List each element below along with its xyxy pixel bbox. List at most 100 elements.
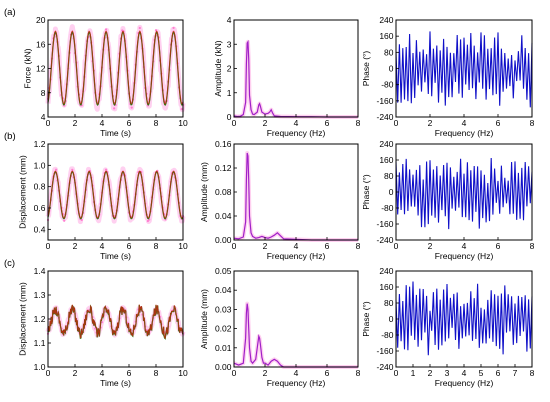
- y-tick-label: 240: [379, 15, 393, 25]
- x-tick-label: 6: [325, 241, 330, 251]
- x-tick-label: 4: [462, 118, 467, 128]
- y-tick-label: 0.16: [215, 139, 232, 149]
- x-tick-label: 6: [496, 241, 501, 251]
- x-tick-label: 0: [46, 241, 51, 251]
- measured-point: [80, 218, 83, 222]
- x-tick-label: 6: [127, 118, 132, 128]
- x-tick-label: 8: [154, 368, 159, 378]
- y-tick-label: 160: [379, 155, 393, 165]
- x-axis-label: Frequency (Hz): [435, 251, 494, 261]
- x-tick-label: 6: [325, 368, 330, 378]
- y-tick-label: 4: [41, 112, 46, 122]
- x-tick-label: 8: [356, 241, 361, 251]
- x-tick-label: 8: [154, 241, 159, 251]
- panel-label: (a): [4, 7, 16, 18]
- x-tick-label: 10: [178, 118, 188, 128]
- y-tick-label: 12: [36, 64, 46, 74]
- x-tick-label: 10: [178, 368, 188, 378]
- measured-point: [63, 219, 66, 222]
- x-tick-label: 0: [394, 118, 399, 128]
- y-tick-label: -160: [376, 96, 393, 106]
- x-axis-label: Frequency (Hz): [267, 378, 326, 388]
- y-tick-label: 0: [389, 187, 394, 197]
- y-tick-label: 1.3: [34, 290, 46, 300]
- x-tick-label: 4: [294, 241, 299, 251]
- y-axis-label: Phase (°): [361, 51, 371, 87]
- x-tick-label: 8: [356, 118, 361, 128]
- x-axis-label: Frequency (Hz): [267, 251, 326, 261]
- x-tick-label: 10: [178, 241, 188, 251]
- x-tick-label: 7: [513, 368, 518, 378]
- panel-label: (b): [4, 131, 16, 142]
- panel-4: 0 2 4 6 8 10 0.4 0.6 0.8 1.0 1.2 Time (s) Displaceme…: [4, 131, 188, 261]
- x-tick-label: 4: [100, 241, 105, 251]
- panel-label: (c): [4, 258, 15, 269]
- y-tick-label: 16: [36, 39, 46, 49]
- y-tick-label: 0.00: [215, 235, 232, 245]
- phase-line: [395, 281, 533, 356]
- y-axis-label: Phase (°): [361, 301, 371, 337]
- panel-9: 0 1 2 3 4 5 6 7 8 -240 -160 -80 0 80 160 240 Frequency (…: [361, 266, 535, 388]
- measured-point: [146, 219, 149, 223]
- x-tick-label: 6: [127, 368, 132, 378]
- measured-point: [113, 107, 116, 110]
- panel-3: 0 2 4 6 8 -240 -160 -80 0 80 160 240 Frequency (Hz) P…: [361, 15, 535, 138]
- y-tick-label: 0.04: [215, 211, 232, 221]
- y-tick-label: 240: [379, 266, 393, 276]
- y-tick-label: 240: [379, 139, 393, 149]
- x-axis-label: Time (s): [100, 251, 131, 261]
- x-tick-label: 2: [428, 368, 433, 378]
- y-tick-label: 0: [389, 64, 394, 74]
- y-tick-label: 1.2: [34, 314, 46, 324]
- x-axis-label: Frequency (Hz): [267, 128, 326, 138]
- measured-point: [180, 107, 183, 111]
- y-tick-label: 160: [379, 31, 393, 41]
- x-tick-label: 4: [294, 368, 299, 378]
- x-axis-label: Time (s): [100, 128, 131, 138]
- amplitude-band: [233, 301, 358, 369]
- x-tick-label: 8: [530, 118, 535, 128]
- y-axis-label: Amplitude (kN): [213, 40, 223, 96]
- y-axis-label: Displacement (mm): [18, 282, 28, 356]
- x-tick-label: 2: [73, 118, 78, 128]
- x-tick-label: 4: [294, 118, 299, 128]
- x-tick-label: 6: [496, 368, 501, 378]
- y-tick-label: 0: [227, 112, 232, 122]
- fitted-overlay-line: [47, 30, 184, 105]
- x-tick-label: 0: [46, 118, 51, 128]
- panel-1: 0 2 4 6 8 10 4 8 12 16 20 Time (s) Force (kN) (a): [4, 7, 188, 138]
- y-tick-label: 0: [389, 314, 394, 324]
- y-tick-label: 0.02: [215, 324, 232, 334]
- y-tick-label: 160: [379, 282, 393, 292]
- y-tick-label: -80: [381, 80, 394, 90]
- panel-6: 0 2 4 6 8 -240 -160 -80 0 80 160 240 Frequency (Hz) P…: [361, 139, 535, 261]
- y-tick-label: -160: [376, 346, 393, 356]
- x-tick-label: 5: [479, 368, 484, 378]
- x-tick-label: 6: [325, 118, 330, 128]
- x-tick-label: 4: [462, 241, 467, 251]
- x-axis-label: Frequency (Hz): [435, 128, 494, 138]
- y-tick-label: -80: [381, 330, 394, 340]
- x-tick-label: 4: [100, 118, 105, 128]
- x-tick-label: 2: [73, 368, 78, 378]
- y-tick-label: 8: [41, 88, 46, 98]
- measured-point: [130, 106, 133, 109]
- measured-point: [104, 168, 108, 171]
- y-tick-label: 80: [384, 171, 394, 181]
- y-tick-label: -240: [376, 235, 393, 245]
- x-tick-label: 8: [154, 118, 159, 128]
- phase-line: [395, 31, 533, 108]
- x-axis-label: Time (s): [100, 378, 131, 388]
- panel-8: 0 2 4 6 8 0.00 0.01 0.02 0.03 0.04 0.05 Frequency (…: [199, 266, 361, 388]
- x-tick-label: 2: [263, 368, 268, 378]
- y-tick-label: 1.1: [34, 338, 46, 348]
- amplitude-line: [233, 303, 358, 368]
- x-tick-label: 4: [462, 368, 467, 378]
- x-tick-label: 0: [232, 118, 237, 128]
- x-tick-label: 8: [530, 368, 535, 378]
- y-tick-label: 1: [227, 88, 232, 98]
- x-tick-label: 0: [232, 241, 237, 251]
- measured-point: [145, 328, 148, 332]
